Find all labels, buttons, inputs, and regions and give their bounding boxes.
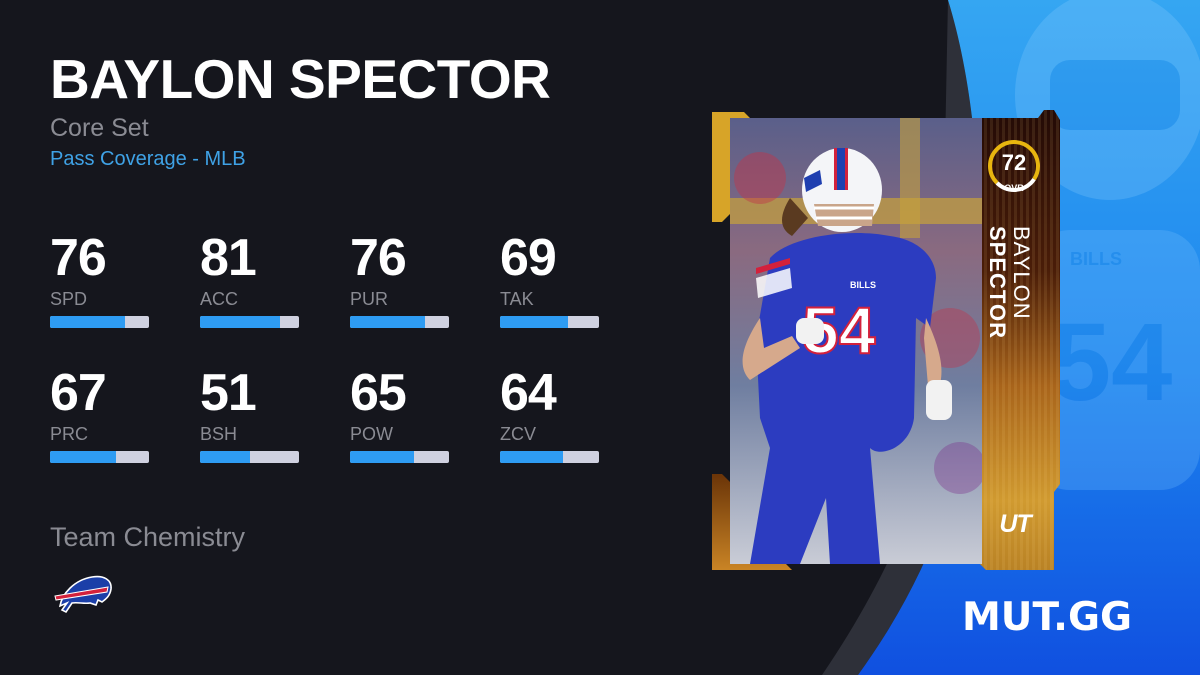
- player-name: BAYLON SPECTOR: [50, 48, 551, 110]
- card-player-name: BAYLON SPECTOR: [982, 226, 1042, 456]
- stat-bar: [50, 451, 149, 463]
- team-chemistry-label: Team Chemistry: [50, 522, 246, 552]
- stat-bar-fill: [350, 316, 426, 328]
- svg-text:BILLS: BILLS: [850, 280, 876, 290]
- stat-label: PUR: [350, 289, 389, 309]
- stat-value: 64: [500, 364, 557, 422]
- stat-value: 76: [350, 229, 407, 287]
- stat-bar-fill: [50, 451, 117, 463]
- ultimate-team-badge: UT: [999, 510, 1031, 538]
- stat-bar: [500, 316, 599, 328]
- stat-bar-fill: [500, 451, 564, 463]
- stat-tak: 69 TAK: [500, 232, 600, 328]
- stat-label: ZCV: [500, 424, 536, 444]
- stat-spd: 76 SPD: [50, 232, 150, 328]
- svg-text:54: 54: [1050, 301, 1172, 424]
- card-set: Core Set: [50, 114, 149, 142]
- stat-label: TAK: [500, 289, 534, 309]
- stat-pow: 65 POW: [350, 367, 450, 463]
- stat-bar-fill: [50, 316, 126, 328]
- ovr-rating-ring: [988, 140, 1041, 192]
- mutgg-logo[interactable]: MUT.GG: [962, 595, 1132, 640]
- stat-value: 81: [200, 229, 257, 287]
- stat-bar: [350, 451, 449, 463]
- stat-bar-fill: [200, 451, 251, 463]
- svg-text:BILLS: BILLS: [1070, 249, 1122, 269]
- card-last-name: SPECTOR: [985, 226, 1010, 339]
- stat-acc: 81 ACC: [200, 232, 300, 328]
- stat-label: PRC: [50, 424, 89, 444]
- player-photo: 54 BILLS: [730, 118, 982, 564]
- stat-pur: 76 PUR: [350, 232, 450, 328]
- card-frame: [712, 110, 1060, 570]
- stat-bar-fill: [200, 316, 281, 328]
- stat-value: 51: [200, 364, 257, 422]
- stat-label: SPD: [50, 289, 88, 309]
- stat-value: 76: [50, 229, 107, 287]
- card-first-name: BAYLON: [1009, 226, 1034, 320]
- player-card[interactable]: 54 BILLS 72 OVR BAYLON SPECTOR UT: [708, 104, 1060, 572]
- stat-bar: [200, 451, 299, 463]
- stat-label: BSH: [200, 424, 238, 444]
- stat-bar: [350, 316, 449, 328]
- archetype-position: Pass Coverage - MLB: [50, 148, 246, 170]
- stat-bar: [50, 316, 149, 328]
- stat-value: 67: [50, 364, 107, 422]
- stat-zcv: 64 ZCV: [500, 367, 600, 463]
- stat-bar: [500, 451, 599, 463]
- stat-bsh: 51 BSH: [200, 367, 300, 463]
- stat-bar-fill: [350, 451, 415, 463]
- stat-value: 65: [350, 364, 407, 422]
- bills-logo-icon[interactable]: [52, 572, 114, 614]
- stat-prc: 67 PRC: [50, 367, 150, 463]
- stat-label: POW: [350, 424, 393, 444]
- stat-label: ACC: [200, 289, 239, 309]
- stat-bar: [200, 316, 299, 328]
- stat-bar-fill: [500, 316, 569, 328]
- stat-value: 69: [500, 229, 557, 287]
